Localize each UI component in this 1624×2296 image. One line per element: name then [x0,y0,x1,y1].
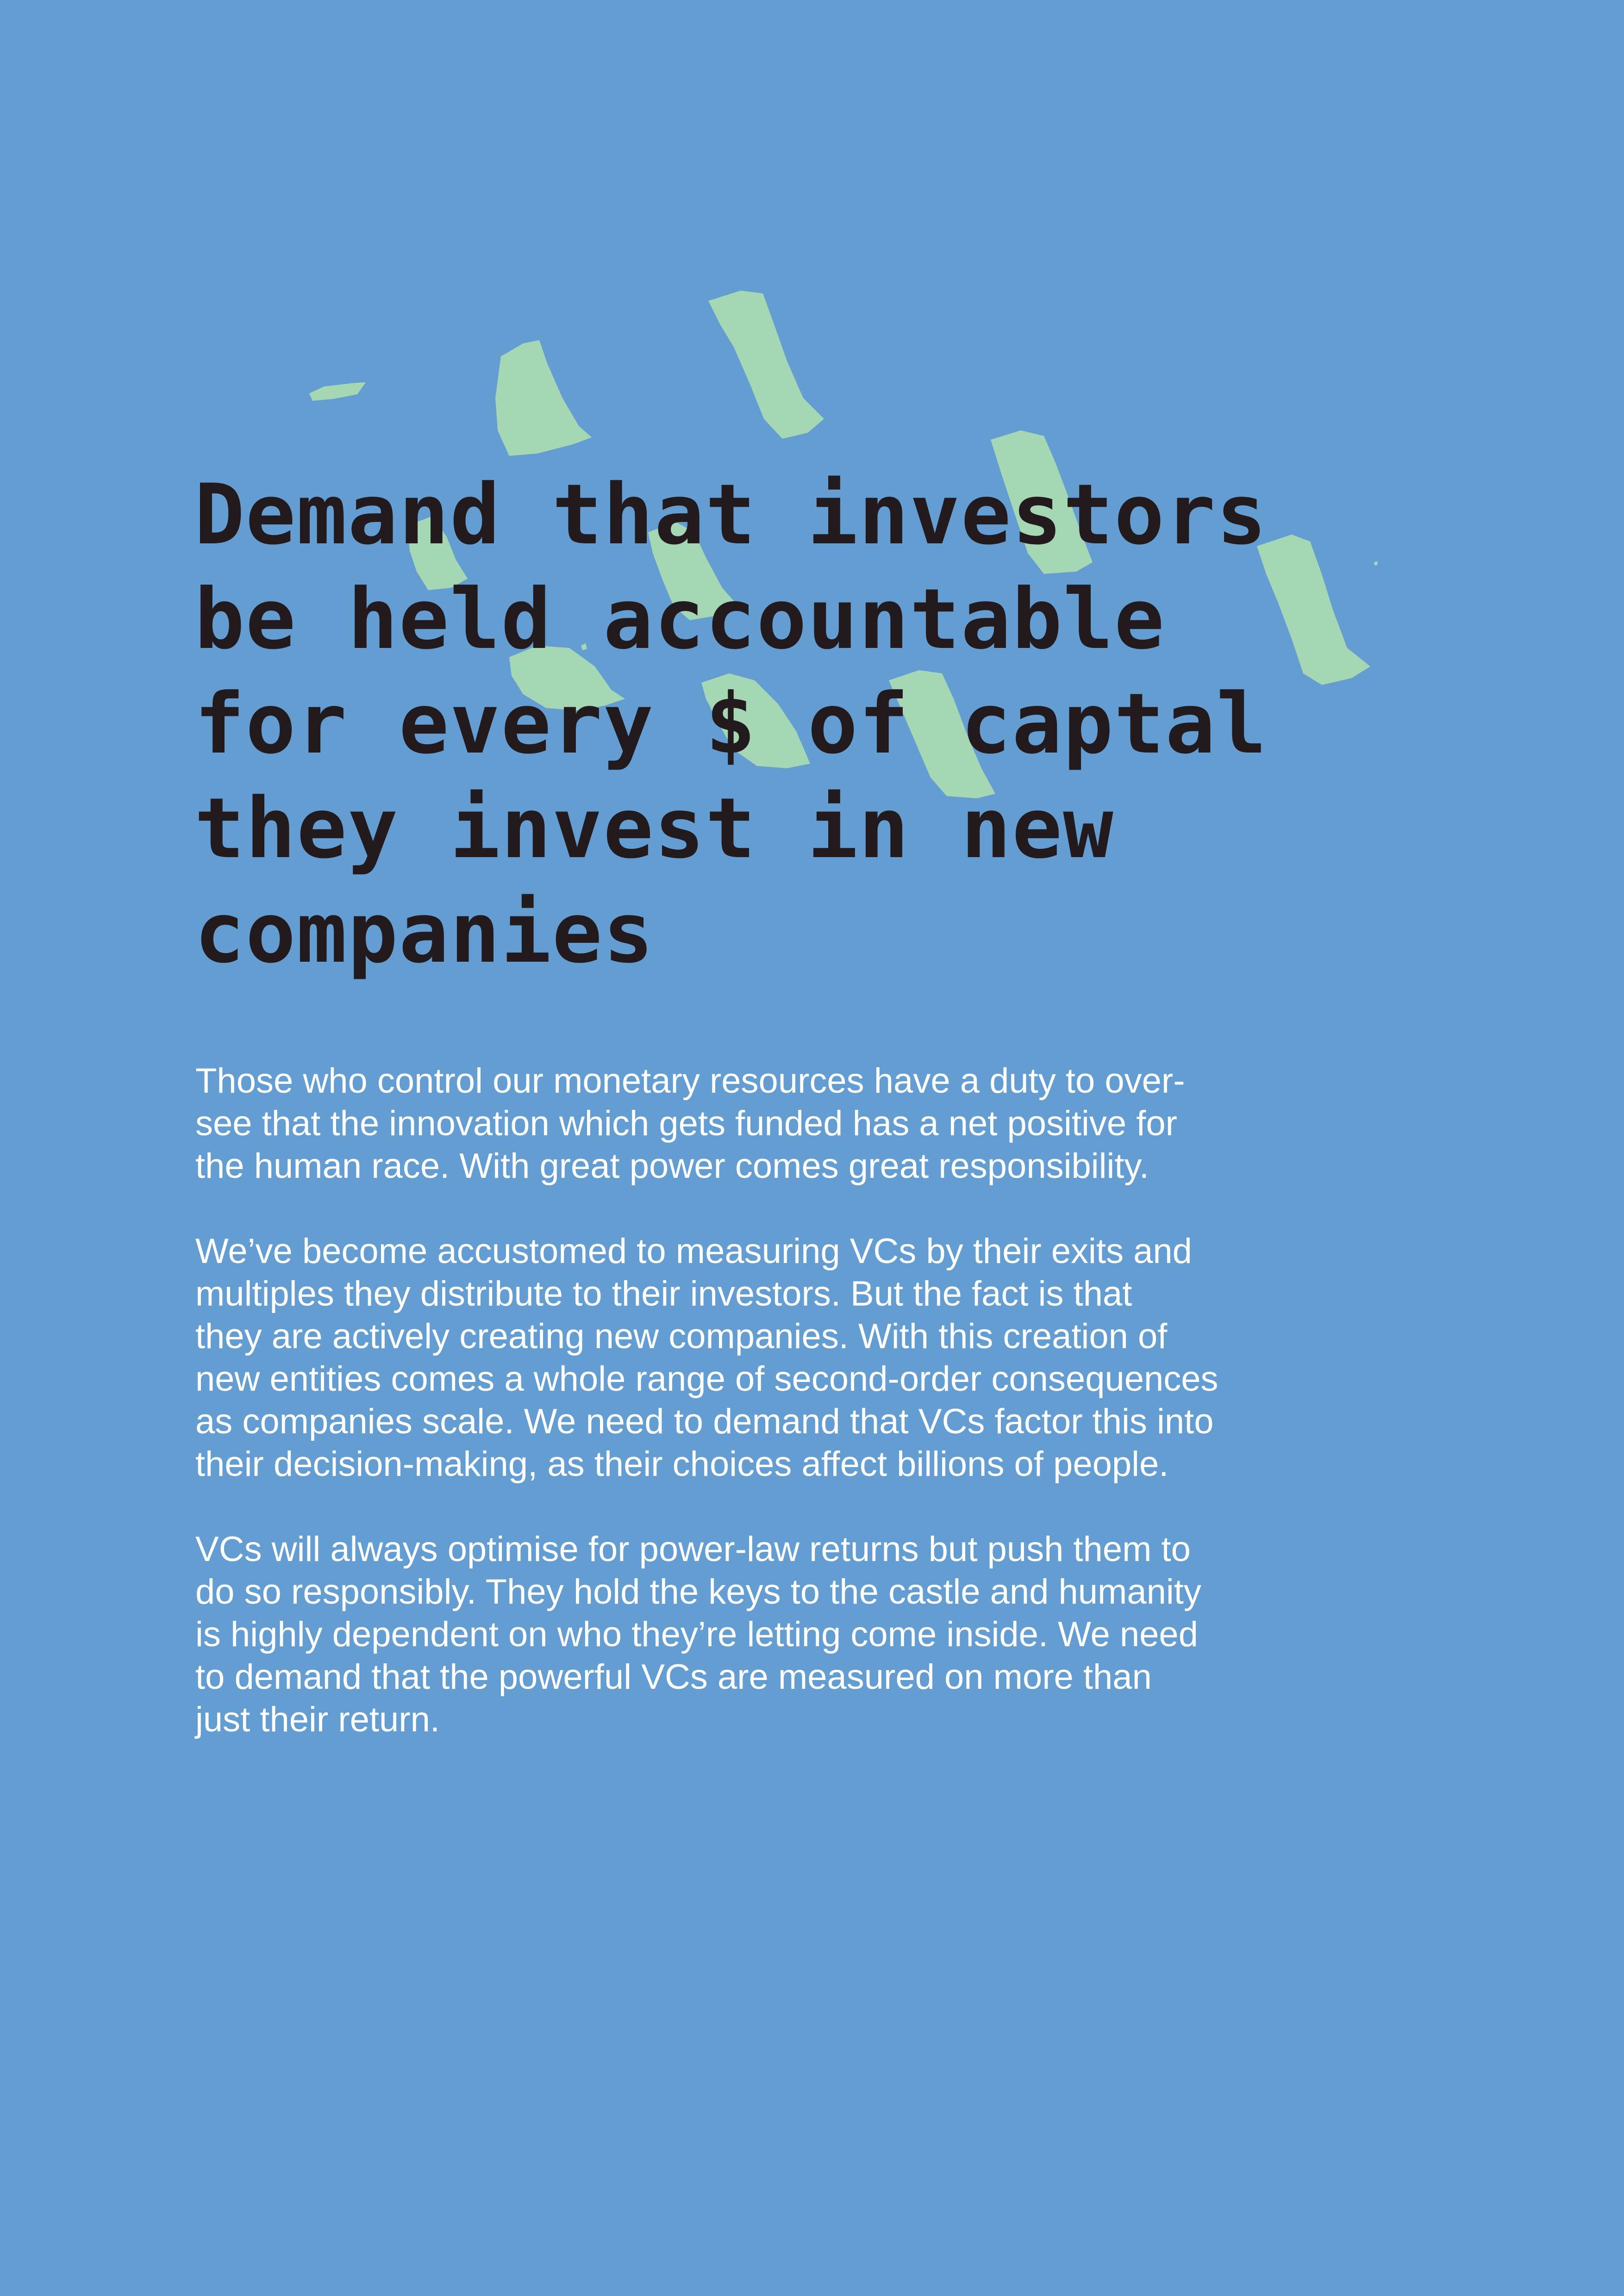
brush-stroke [1257,535,1370,685]
brush-stroke [708,291,824,439]
brush-stroke [509,646,625,710]
brush-stroke [1374,561,1378,566]
paragraph-line: is highly dependent on who they’re letti… [195,1615,1198,1654]
brush-stroke [495,340,592,456]
brush-stroke [991,430,1093,574]
headline: Demand that investors be held accountabl… [194,463,1444,986]
headline-line: they invest in new [194,780,1114,877]
paragraph-line: VCs will always optimise for power-law r… [195,1530,1191,1569]
brush-stroke [701,673,810,768]
paragraph-line: they are actively creating new companies… [195,1317,1168,1356]
headline-line: for every $ of captal [194,676,1268,772]
paragraph-line: see that the innovation which gets funde… [195,1104,1177,1143]
paragraph: We’ve become accustomed to measuring VCs… [195,1230,1380,1486]
paragraph-line: multiples they distribute to their inves… [195,1274,1132,1313]
headline-line: Demand that investors [194,467,1268,563]
brush-strokes-decoration [309,291,1378,798]
paragraph-line: new entities comes a whole range of seco… [195,1359,1218,1399]
headline-line: be held accountable [194,571,1166,668]
body-text: Those who control our monetary resources… [195,1060,1380,1784]
paragraph: VCs will always optimise for power-law r… [195,1528,1380,1741]
brush-stroke [407,516,468,590]
brush-stroke [889,670,995,798]
paragraph-line: to demand that the powerful VCs are meas… [195,1657,1152,1697]
brush-stroke [309,382,366,401]
brush-stroke [648,522,738,620]
paragraph-line: as companies scale. We need to demand th… [195,1402,1214,1441]
paragraph-line: the human race. With great power comes g… [195,1146,1149,1186]
paragraph-line: their decision-making, as their choices … [195,1444,1169,1484]
headline-line: companies [194,885,655,982]
paragraph-line: We’ve become accustomed to measuring VCs… [195,1232,1192,1271]
paragraph-line: do so responsibly. They hold the keys to… [195,1572,1201,1612]
paragraph-line: just their return. [195,1700,440,1739]
brush-stroke [581,643,587,650]
paragraph: Those who control our monetary resources… [195,1060,1380,1188]
paragraph-line: Those who control our monetary resources… [195,1061,1185,1101]
